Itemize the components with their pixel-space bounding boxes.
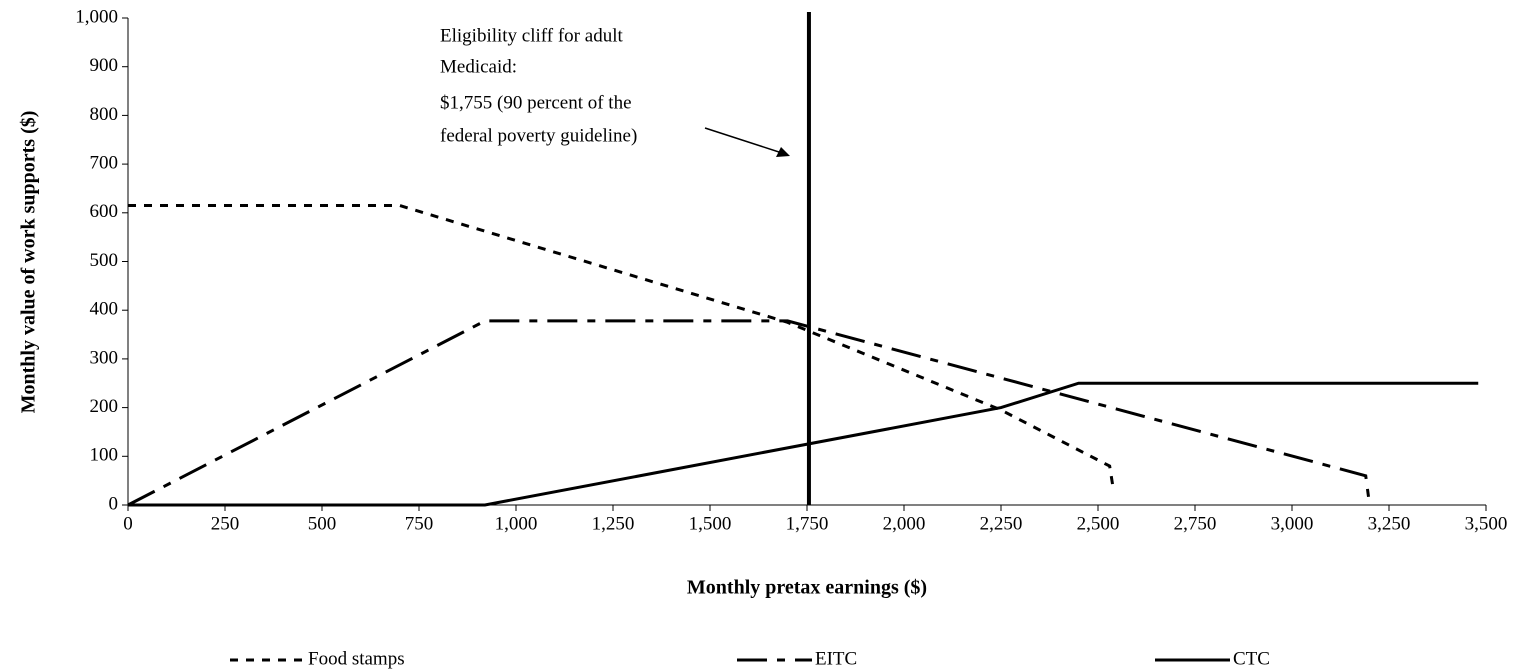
x-tick-label: 500: [308, 513, 337, 534]
x-tick-label: 2,750: [1174, 513, 1217, 534]
x-tick-label: 3,500: [1465, 513, 1508, 534]
x-tick-label: 2,250: [980, 513, 1023, 534]
y-tick-label: 400: [90, 299, 119, 320]
annotation-text: $1,755 (90 percent of the: [440, 92, 632, 113]
annotation-arrow: [704, 127, 783, 154]
series-line: [127, 319, 1372, 507]
x-axis-title: Monthly pretax earnings ($): [687, 577, 927, 599]
annotation-text: Medicaid:: [440, 56, 517, 77]
x-tick-label: 1,000: [495, 513, 538, 534]
arrow-head: [776, 147, 790, 157]
y-axis-title: Monthly value of work supports ($): [18, 111, 40, 414]
legend-label: Food stamps: [308, 648, 405, 669]
series-line: [128, 381, 1479, 507]
legend-label: CTC: [1233, 648, 1270, 669]
y-tick-label: 0: [109, 493, 119, 514]
x-tick-label: 750: [405, 513, 434, 534]
x-tick-label: 250: [211, 513, 240, 534]
x-tick-label: 3,250: [1368, 513, 1411, 534]
x-tick-label: 2,500: [1077, 513, 1120, 534]
series-line: [128, 203, 1116, 491]
y-tick-label: 1,000: [75, 6, 118, 27]
y-tick-label: 700: [90, 152, 119, 173]
annotation-text: Eligibility cliff for adult: [440, 25, 623, 46]
x-tick-label: 0: [123, 513, 133, 534]
y-tick-label: 600: [90, 201, 119, 222]
y-tick-label: 300: [90, 347, 119, 368]
annotation-text: federal poverty guideline): [440, 125, 637, 146]
y-tick-label: 100: [90, 445, 119, 466]
x-tick-label: 3,000: [1271, 513, 1314, 534]
x-tick-label: 1,250: [592, 513, 635, 534]
legend-label: EITC: [815, 648, 857, 669]
y-tick-label: 900: [90, 55, 119, 76]
y-tick-label: 200: [90, 396, 119, 417]
x-tick-label: 2,000: [883, 513, 926, 534]
y-tick-label: 500: [90, 250, 119, 271]
x-tick-label: 1,500: [689, 513, 732, 534]
y-tick-label: 800: [90, 104, 119, 125]
x-tick-label: 1,750: [786, 513, 829, 534]
